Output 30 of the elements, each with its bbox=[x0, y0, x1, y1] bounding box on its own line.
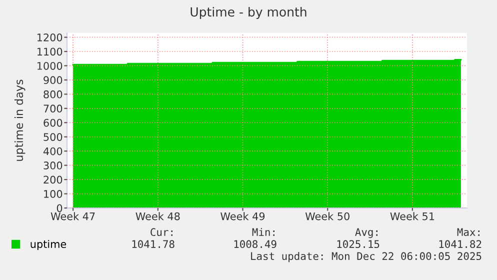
text: 1008.49 bbox=[234, 240, 276, 248]
x-tick-label: Week 47 bbox=[50, 212, 95, 220]
y-tick-label: 100 bbox=[44, 190, 62, 198]
x-tick-label: Week 51 bbox=[390, 212, 434, 220]
legend-label: uptime bbox=[30, 240, 66, 250]
x-tick-label: Week 50 bbox=[305, 212, 350, 220]
y-tick-label: 0 bbox=[56, 204, 62, 212]
text: Avg: bbox=[355, 228, 378, 238]
y-tick-label: 300 bbox=[44, 162, 62, 170]
y-tick-label: 200 bbox=[44, 176, 62, 184]
y-tick-label: 900 bbox=[44, 76, 62, 84]
y-tick-label: 1000 bbox=[37, 62, 62, 70]
y-tick-label: 1200 bbox=[37, 33, 62, 42]
text: Last update: Mon Dec 22 06:00:05 2025 bbox=[251, 252, 482, 262]
text: 1041.82 bbox=[439, 240, 482, 248]
x-tick-label: Week 48 bbox=[136, 212, 180, 220]
chart-title: Uptime - by month bbox=[190, 6, 306, 20]
y-tick-label: 700 bbox=[44, 104, 62, 113]
y-tick-label: 800 bbox=[44, 90, 62, 98]
text: Min: bbox=[252, 228, 274, 236]
x-tick-label: Week 49 bbox=[220, 212, 265, 220]
text: 1025.15 bbox=[337, 240, 380, 248]
y-tick-label: 600 bbox=[44, 118, 62, 127]
text: 1041.78 bbox=[132, 240, 174, 248]
text: Max: bbox=[457, 228, 480, 236]
y-tick-label: 500 bbox=[44, 133, 62, 141]
y-tick-label: 1100 bbox=[37, 48, 62, 56]
text: Cur: bbox=[150, 228, 172, 236]
y-axis-title: uptime in days bbox=[14, 80, 26, 161]
y-tick-label: 400 bbox=[43, 147, 62, 156]
